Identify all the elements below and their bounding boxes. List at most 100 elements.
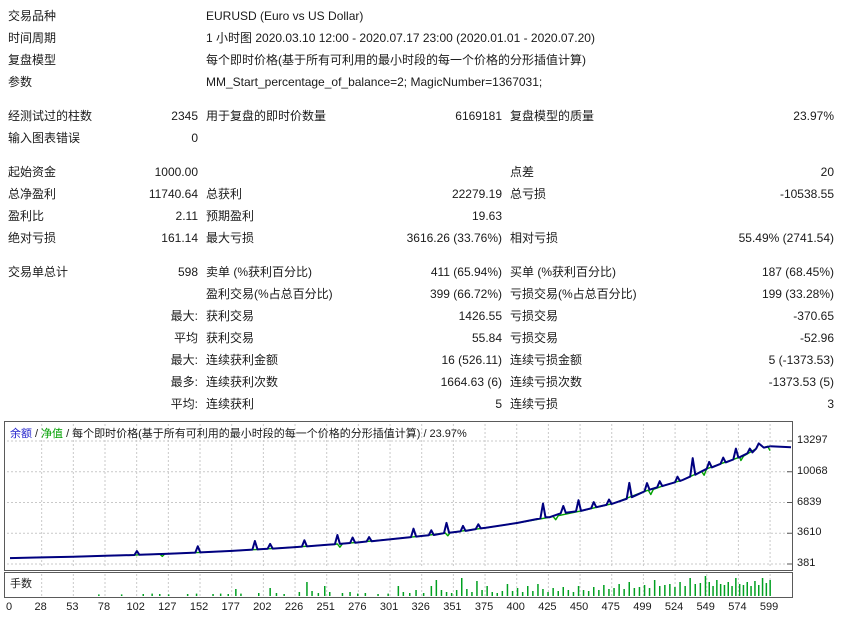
lots-bar (364, 593, 367, 596)
stat-value (382, 127, 502, 149)
legend-model-label: 每个即时价格(基于所有可利用的最小时段的每一个价格的分形插值计算) (72, 428, 421, 440)
lots-bar (623, 589, 625, 596)
x-axis-tick-label: 574 (728, 601, 747, 613)
stat-value: 20 (820, 165, 834, 179)
lots-bar (669, 584, 671, 596)
lots-bar (422, 593, 425, 596)
x-axis-tick-label: 152 (189, 601, 209, 613)
info-label: 时间周期 (8, 31, 57, 45)
lots-bar (754, 581, 756, 596)
stat-label: 输入图表错误 (8, 131, 81, 145)
lots-bar (723, 585, 726, 596)
lots-bar (521, 592, 524, 596)
x-axis-tick-label: 251 (316, 601, 335, 613)
report-stat-row: 平均 获利交易 55.84 亏损交易 -52.96 (0, 327, 842, 349)
lots-bar (269, 588, 271, 596)
stat-label: 总获利 (206, 187, 243, 201)
x-axis-tick-label: 549 (696, 601, 715, 613)
stat-value: 22279.19 (451, 187, 502, 201)
stat-value: -370.65 (793, 309, 834, 323)
stat-label: 复盘模型的质量 (510, 109, 595, 123)
lots-bar (430, 586, 433, 596)
x-axis-tick-label: 226 (284, 601, 304, 613)
lots-bar (402, 592, 405, 596)
stat-label: 连续获利 (206, 397, 255, 411)
stat-value: 11740.64 (148, 187, 198, 201)
lots-bar (151, 593, 153, 596)
stat-label: 最大亏损 (206, 231, 255, 245)
stat-label: 盈利比 (8, 209, 45, 223)
stat-value: 598 (177, 265, 198, 279)
stat-value: 最大: (170, 353, 198, 367)
lots-bar (572, 592, 575, 596)
lots-bar (750, 586, 752, 596)
stat-value: 187 (68.45%) (761, 265, 834, 279)
lots-bar (387, 593, 389, 596)
stat-label: 亏损交易 (510, 309, 559, 323)
x-axis-tick-label: 0 (5, 601, 13, 613)
lots-bar (638, 587, 641, 596)
stat-value: -52.96 (799, 331, 834, 345)
lots-bar (648, 588, 651, 596)
lots-bar (598, 590, 600, 596)
lots-panel: 手数 (4, 572, 793, 598)
lots-bar (440, 590, 443, 596)
stat-label (8, 305, 108, 327)
lots-bar (746, 582, 748, 596)
stat-value: 2345 (171, 109, 198, 123)
stat-value: 1000.00 (154, 165, 198, 179)
lots-bar (98, 594, 100, 596)
lots-bar (212, 594, 214, 596)
x-axis-tick-label: 351 (443, 601, 462, 613)
stat-label (198, 161, 382, 183)
lots-bar (735, 578, 737, 596)
stat-label: 经测试过的柱数 (8, 109, 93, 123)
lots-bar (765, 583, 768, 596)
lots-bar (195, 593, 198, 596)
lots-bar (349, 592, 351, 596)
stat-value: 399 (66.72%) (429, 287, 502, 301)
report-stat-row: 绝对亏损 161.14 最大亏损 3616.26 (33.76%) 相对亏损 55.49%… (0, 227, 842, 249)
stat-value: 5 (495, 397, 502, 411)
stat-label: 连续获利次数 (206, 375, 279, 389)
lots-bar (235, 589, 237, 596)
stat-value: 411 (65.94%) (430, 265, 502, 279)
legend-quality-label: 23.97% (429, 428, 467, 440)
stat-label (502, 127, 692, 149)
lots-bar (471, 592, 473, 596)
stat-value: 5 (-1373.53) (768, 353, 834, 367)
lots-bar (603, 585, 605, 596)
lots-bar (445, 592, 448, 596)
stat-label: 交易单总计 (8, 265, 69, 279)
lots-bar (719, 584, 722, 596)
lots-bar (455, 590, 458, 596)
report-stat-row: 盈利比 2.11 预期盈利 19.63 (0, 205, 842, 227)
report-stat-row: 经测试过的柱数 2345 用于复盘的即时价数量 6169181 复盘模型的质量 23.97… (0, 105, 842, 127)
x-axis-labels: 0 28 53 78 102 127 152 177 202 226 251 276 301 326 351… (4, 601, 804, 615)
stat-label: 点差 (510, 165, 535, 179)
info-label: 交易品种 (8, 9, 57, 23)
y-axis-tick-label: 381 (797, 557, 816, 569)
lots-bar (186, 594, 189, 596)
stat-value (382, 161, 502, 183)
report-table: 交易品种 EURUSD (Euro vs US Dollar) 时间周期 1 小时图 … (0, 5, 842, 411)
x-axis-tick-label: 102 (126, 601, 145, 613)
x-axis-tick-label: 450 (569, 601, 589, 613)
lots-bar (450, 593, 453, 596)
stat-value: 1426.55 (458, 309, 502, 323)
stat-label: 相对亏损 (510, 231, 559, 245)
lots-bar (283, 594, 285, 596)
report-stat-row: 最大: 获利交易 1426.55 亏损交易 -370.65 (0, 305, 842, 327)
report-stat-row: 输入图表错误 0 (0, 127, 842, 149)
lots-canvas (41, 574, 771, 596)
lots-bar (227, 594, 229, 596)
lots-bar (258, 593, 260, 596)
info-value: 1 小时图 2020.03.10 12:00 - 2020.07.17 23:0… (206, 31, 595, 45)
stat-label: 获利交易 (206, 331, 255, 345)
stat-value: 0 (191, 131, 198, 145)
report-info-row: 交易品种 EURUSD (Euro vs US Dollar) (0, 5, 842, 27)
lots-bar (527, 586, 529, 596)
row-gap (0, 149, 842, 161)
x-axis-tick-label: 375 (474, 601, 494, 613)
